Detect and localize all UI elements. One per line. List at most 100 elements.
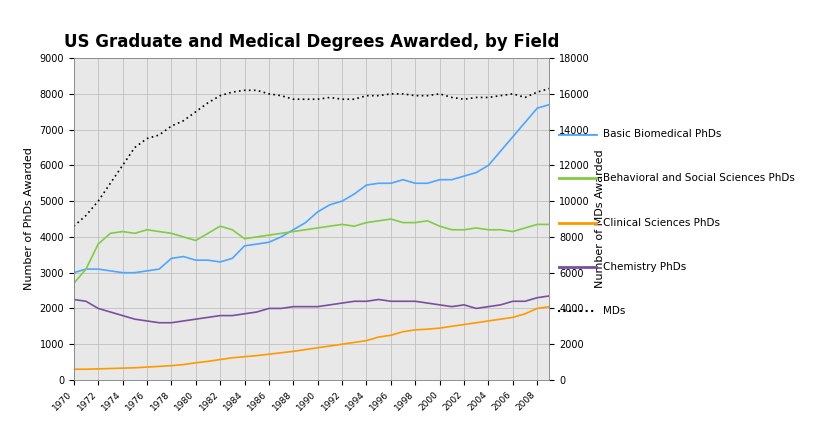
Behavioral and Social Sciences PhDs	[519, 225, 529, 231]
Chemistry PhDs	[276, 306, 286, 311]
Clinical Sciences PhDs	[239, 354, 249, 359]
Basic Biomedical PhDs	[227, 256, 237, 261]
Behavioral and Social Sciences PhDs	[288, 229, 298, 234]
Behavioral and Social Sciences PhDs	[203, 231, 213, 236]
Basic Biomedical PhDs	[483, 163, 493, 168]
Chemistry PhDs	[386, 299, 396, 304]
Clinical Sciences PhDs	[142, 364, 152, 370]
Chemistry PhDs	[227, 313, 237, 318]
MDs	[117, 163, 127, 168]
Basic Biomedical PhDs	[215, 259, 224, 265]
MDs	[129, 145, 139, 150]
Behavioral and Social Sciences PhDs	[483, 227, 493, 232]
MDs	[276, 93, 286, 98]
Chemistry PhDs	[324, 302, 334, 308]
Clinical Sciences PhDs	[264, 351, 274, 357]
MDs	[507, 91, 517, 97]
Chemistry PhDs	[239, 311, 249, 316]
Behavioral and Social Sciences PhDs	[337, 222, 346, 227]
Chemistry PhDs	[106, 309, 115, 315]
Clinical Sciences PhDs	[81, 367, 91, 372]
MDs	[106, 181, 115, 186]
Clinical Sciences PhDs	[166, 363, 176, 368]
MDs	[288, 97, 298, 102]
Basic Biomedical PhDs	[410, 181, 419, 186]
Clinical Sciences PhDs	[544, 304, 554, 309]
Basic Biomedical PhDs	[117, 270, 127, 275]
Basic Biomedical PhDs	[532, 105, 541, 111]
Clinical Sciences PhDs	[93, 366, 103, 371]
MDs	[191, 109, 201, 114]
Text: MDs: MDs	[603, 306, 625, 316]
Behavioral and Social Sciences PhDs	[459, 227, 468, 232]
Chemistry PhDs	[471, 306, 481, 311]
Clinical Sciences PhDs	[471, 320, 481, 325]
Clinical Sciences PhDs	[519, 311, 529, 316]
Chemistry PhDs	[142, 318, 152, 324]
Line: MDs: MDs	[74, 89, 549, 226]
Behavioral and Social Sciences PhDs	[398, 220, 408, 225]
MDs	[532, 89, 541, 95]
Basic Biomedical PhDs	[264, 240, 274, 245]
MDs	[264, 91, 274, 97]
Basic Biomedical PhDs	[166, 256, 176, 261]
Basic Biomedical PhDs	[239, 243, 249, 249]
Chemistry PhDs	[301, 304, 310, 309]
Behavioral and Social Sciences PhDs	[507, 229, 517, 234]
Chemistry PhDs	[410, 299, 419, 304]
Clinical Sciences PhDs	[483, 318, 493, 324]
Behavioral and Social Sciences PhDs	[386, 216, 396, 222]
Behavioral and Social Sciences PhDs	[301, 227, 310, 232]
Chemistry PhDs	[483, 304, 493, 309]
Behavioral and Social Sciences PhDs	[324, 224, 334, 229]
Behavioral and Social Sciences PhDs	[251, 234, 261, 240]
Basic Biomedical PhDs	[373, 181, 383, 186]
Basic Biomedical PhDs	[324, 202, 334, 207]
MDs	[154, 132, 164, 138]
Basic Biomedical PhDs	[507, 134, 517, 139]
Basic Biomedical PhDs	[337, 198, 346, 204]
Clinical Sciences PhDs	[288, 349, 298, 354]
Behavioral and Social Sciences PhDs	[129, 231, 139, 236]
MDs	[519, 95, 529, 100]
Clinical Sciences PhDs	[349, 340, 359, 345]
Behavioral and Social Sciences PhDs	[117, 229, 127, 234]
Clinical Sciences PhDs	[215, 357, 224, 362]
Clinical Sciences PhDs	[301, 347, 310, 352]
Clinical Sciences PhDs	[398, 329, 408, 334]
Basic Biomedical PhDs	[203, 257, 213, 263]
Behavioral and Social Sciences PhDs	[312, 225, 322, 231]
Clinical Sciences PhDs	[179, 362, 188, 367]
Chemistry PhDs	[373, 297, 383, 302]
Basic Biomedical PhDs	[179, 254, 188, 259]
Chemistry PhDs	[93, 306, 103, 311]
Basic Biomedical PhDs	[142, 268, 152, 274]
Behavioral and Social Sciences PhDs	[276, 231, 286, 236]
Line: Basic Biomedical PhDs: Basic Biomedical PhDs	[74, 105, 549, 273]
Clinical Sciences PhDs	[203, 358, 213, 364]
MDs	[179, 118, 188, 123]
MDs	[69, 224, 79, 229]
Behavioral and Social Sciences PhDs	[349, 224, 359, 229]
Clinical Sciences PhDs	[446, 324, 456, 329]
Clinical Sciences PhDs	[69, 367, 79, 372]
Behavioral and Social Sciences PhDs	[142, 227, 152, 232]
Behavioral and Social Sciences PhDs	[422, 218, 432, 224]
Chemistry PhDs	[495, 302, 505, 308]
Clinical Sciences PhDs	[106, 366, 115, 371]
Behavioral and Social Sciences PhDs	[544, 222, 554, 227]
Basic Biomedical PhDs	[276, 234, 286, 240]
MDs	[544, 86, 554, 91]
Text: Clinical Sciences PhDs: Clinical Sciences PhDs	[603, 218, 719, 228]
Chemistry PhDs	[312, 304, 322, 309]
MDs	[251, 88, 261, 93]
Chemistry PhDs	[544, 293, 554, 299]
Basic Biomedical PhDs	[386, 181, 396, 186]
Chemistry PhDs	[446, 304, 456, 309]
Chemistry PhDs	[179, 318, 188, 324]
Basic Biomedical PhDs	[434, 177, 444, 182]
MDs	[410, 93, 419, 98]
Chemistry PhDs	[215, 313, 224, 318]
Chemistry PhDs	[434, 302, 444, 308]
Behavioral and Social Sciences PhDs	[239, 236, 249, 241]
